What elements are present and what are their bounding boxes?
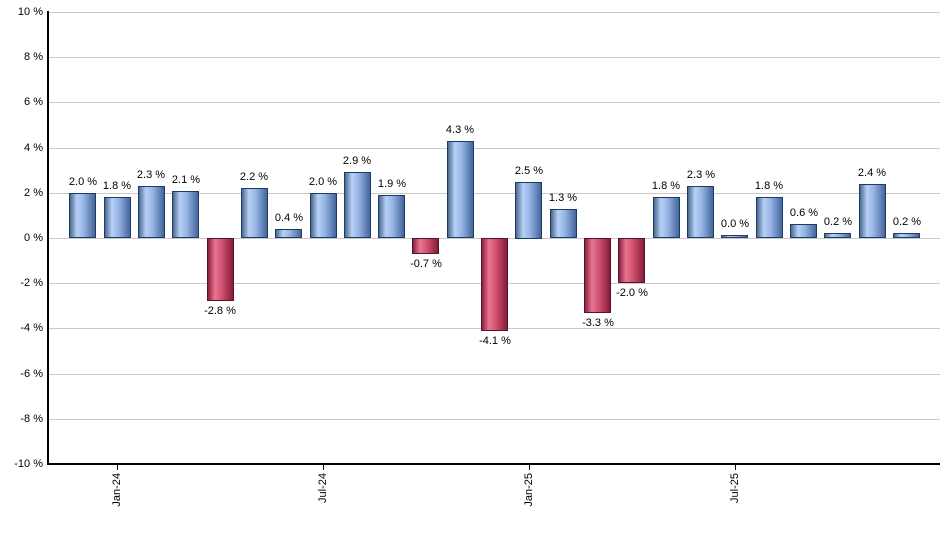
gridline: [48, 419, 940, 420]
bar-value-label: 2.3 %: [686, 169, 716, 181]
x-tick-label: Jan-24: [111, 473, 123, 507]
y-tick-label: 10 %: [17, 6, 43, 18]
y-tick-label: -10 %: [14, 458, 43, 470]
x-tick-label: Jul-25: [729, 473, 741, 503]
x-tick-label: Jul-24: [317, 473, 329, 503]
bar: [790, 224, 817, 238]
gridline: [48, 12, 940, 13]
bar: [69, 193, 96, 238]
bar-value-label: 2.0 %: [308, 176, 338, 188]
bar-value-label: -3.3 %: [582, 317, 614, 329]
bar: [584, 238, 611, 313]
y-tick-label: 0 %: [24, 232, 43, 244]
bar: [207, 238, 234, 301]
gridline: [48, 102, 940, 103]
bar: [721, 235, 748, 238]
bar: [618, 238, 645, 283]
gridline: [48, 193, 940, 194]
bar: [481, 238, 508, 331]
bar: [104, 197, 131, 238]
bar: [344, 172, 371, 238]
bar-value-label: 2.1 %: [171, 174, 201, 186]
y-tick-label: 2 %: [24, 187, 43, 199]
gridline: [48, 374, 940, 375]
x-tick-label: Jan-25: [523, 473, 535, 507]
bar-value-label: 2.9 %: [342, 155, 372, 167]
bar-value-label: 1.8 %: [754, 180, 784, 192]
bar: [378, 195, 405, 238]
bar-value-label: 0.0 %: [720, 218, 750, 230]
bar-value-label: -0.7 %: [410, 258, 442, 270]
bar: [412, 238, 439, 254]
bar: [138, 186, 165, 238]
bar-value-label: 1.8 %: [102, 180, 132, 192]
x-tick: [117, 465, 118, 470]
bar: [515, 182, 542, 239]
x-tick: [529, 465, 530, 470]
y-tick-label: 6 %: [24, 96, 43, 108]
y-tick-label: -2 %: [20, 277, 43, 289]
y-tick-label: 8 %: [24, 51, 43, 63]
bar: [824, 233, 851, 238]
bar: [756, 197, 783, 238]
y-tick-label: 4 %: [24, 142, 43, 154]
bar-value-label: 4.3 %: [445, 124, 475, 136]
bar-value-label: -2.0 %: [616, 287, 648, 299]
bar-value-label: 0.6 %: [789, 207, 819, 219]
bar-value-label: 0.2 %: [823, 216, 853, 228]
bar-value-label: 1.3 %: [548, 192, 578, 204]
bar: [447, 141, 474, 238]
bar-value-label: 1.9 %: [377, 178, 407, 190]
bar: [275, 229, 302, 238]
bar: [550, 209, 577, 238]
bar-value-label: 2.4 %: [857, 167, 887, 179]
x-tick: [735, 465, 736, 470]
bar-value-label: 2.0 %: [68, 176, 98, 188]
bar-value-label: 0.4 %: [274, 212, 304, 224]
bar-value-label: 1.8 %: [651, 180, 681, 192]
bar: [687, 186, 714, 238]
y-axis-line: [47, 11, 49, 465]
bar-value-label: -4.1 %: [479, 335, 511, 347]
bar: [172, 191, 199, 238]
bar-value-label: 0.2 %: [892, 216, 922, 228]
bar: [310, 193, 337, 238]
bar: [859, 184, 886, 238]
bar: [893, 233, 920, 238]
x-axis-line: [47, 463, 940, 465]
bar: [241, 188, 268, 238]
y-tick-label: -8 %: [20, 413, 43, 425]
bar: [653, 197, 680, 238]
bar-value-label: -2.8 %: [204, 305, 236, 317]
y-tick-label: -4 %: [20, 322, 43, 334]
y-tick-label: -6 %: [20, 368, 43, 380]
x-tick: [323, 465, 324, 470]
gridline: [48, 148, 940, 149]
gridline: [48, 57, 940, 58]
bar-value-label: 2.3 %: [136, 169, 166, 181]
bar-value-label: 2.2 %: [239, 171, 269, 183]
bar-value-label: 2.5 %: [514, 165, 544, 177]
